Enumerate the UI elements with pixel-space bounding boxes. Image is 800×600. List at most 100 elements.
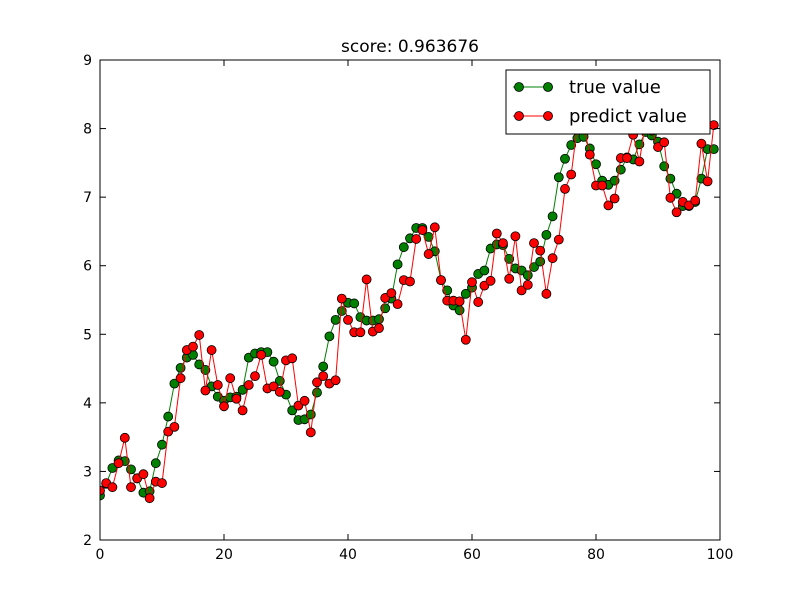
data-point [411, 234, 422, 244]
data-point [516, 285, 527, 296]
data-point [200, 385, 211, 396]
data-point [268, 381, 279, 392]
data-point [268, 356, 279, 367]
data-point [696, 138, 707, 149]
data-point [194, 330, 205, 340]
x-tick-label: 40 [339, 547, 357, 563]
data-point [299, 395, 310, 406]
legend-label-true: true value [569, 77, 661, 98]
legend-marker-true [543, 82, 553, 92]
data-point [188, 341, 198, 352]
data-point [169, 421, 180, 432]
data-point [429, 222, 440, 233]
data-point [107, 482, 118, 493]
data-point [126, 464, 136, 475]
data-point [324, 331, 335, 342]
legend-entry-predict: predict value [513, 106, 687, 127]
data-point [336, 306, 347, 316]
data-point [144, 493, 155, 504]
data-point [212, 380, 223, 390]
data-point [330, 375, 341, 386]
data-point [206, 345, 217, 355]
y-tick-label: 4 [83, 396, 92, 412]
data-point [318, 371, 329, 382]
y-tick-label: 8 [83, 122, 92, 138]
data-point [454, 305, 465, 316]
data-point [541, 288, 552, 299]
data-point [312, 387, 322, 398]
data-point [522, 270, 533, 281]
data-point [343, 314, 353, 325]
data-point [659, 137, 670, 148]
legend-box [505, 69, 711, 135]
y-tick-label: 7 [83, 190, 92, 206]
data-point [560, 184, 570, 194]
data-point [330, 314, 341, 325]
data-point [398, 242, 409, 253]
data-point [237, 405, 248, 416]
data-point [485, 275, 496, 286]
data-point [491, 228, 502, 239]
y-tick-label: 6 [83, 259, 92, 275]
data-point [374, 314, 384, 325]
data-point [553, 234, 564, 245]
data-point [119, 432, 130, 443]
data-point [150, 458, 161, 469]
data-point [597, 180, 608, 191]
data-point [126, 482, 136, 493]
data-point [157, 439, 167, 450]
x-tick-label: 60 [463, 547, 481, 563]
data-point [256, 349, 267, 360]
data-point [522, 280, 533, 290]
data-point [392, 299, 403, 310]
data-point [479, 265, 490, 276]
data-point [671, 207, 682, 218]
data-point [584, 149, 595, 160]
data-point [535, 245, 546, 256]
legend-entry-true: true value [513, 77, 661, 98]
y-tick-label: 9 [83, 53, 92, 69]
data-point [665, 192, 676, 203]
data-point [529, 238, 539, 248]
legend-marker-true [514, 82, 524, 92]
series-predict-value [100, 117, 719, 504]
data-point [305, 427, 316, 438]
data-point [100, 485, 105, 496]
data-point [566, 140, 577, 150]
ticks-layer: 0 20 40 60 80 100 2 3 4 5 6 7 8 9 [83, 53, 733, 563]
data-point [219, 401, 229, 412]
data-point [541, 229, 552, 240]
x-tick-label: 20 [215, 547, 233, 563]
data-point [665, 173, 676, 184]
data-point [634, 156, 645, 167]
x-tick-label: 100 [707, 547, 734, 563]
data-point [318, 361, 329, 372]
x-tick-label: 0 [96, 547, 105, 563]
data-point [690, 195, 701, 206]
data-point [138, 469, 149, 480]
data-point [560, 153, 570, 164]
data-point [473, 297, 484, 307]
data-point [287, 353, 298, 364]
y-tick-label: 5 [83, 327, 92, 343]
y-tick-label: 3 [83, 464, 92, 480]
data-point [392, 259, 403, 270]
data-point [355, 327, 366, 338]
data-point [460, 334, 471, 345]
data-point [386, 288, 397, 299]
series-layer [100, 117, 719, 504]
data-point [622, 153, 632, 163]
data-point [274, 386, 285, 397]
data-point [312, 377, 322, 388]
data-point [603, 200, 614, 211]
data-point [361, 274, 372, 285]
data-point [157, 478, 167, 488]
data-point [349, 298, 360, 309]
data-point [113, 458, 124, 469]
data-point [529, 262, 539, 272]
x-tick-label: 80 [587, 547, 605, 563]
plot-area: 0 20 40 60 80 100 2 3 4 5 6 7 8 9 [83, 53, 733, 563]
data-point [163, 411, 174, 422]
chart-title: score: 0.963676 [341, 37, 479, 57]
